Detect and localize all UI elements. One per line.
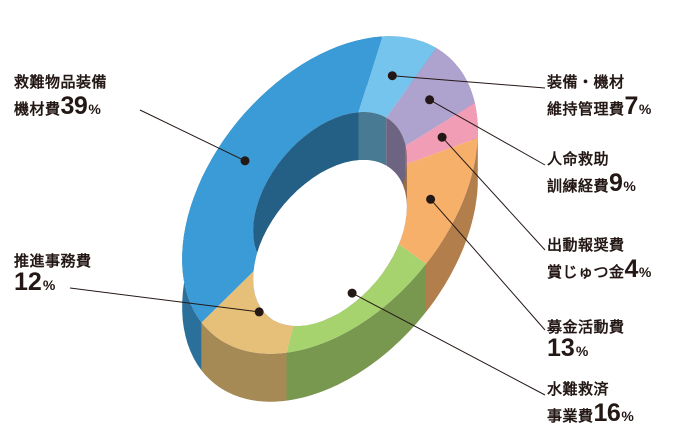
label-maintenance-unit: % — [638, 101, 652, 117]
label-training-pct: 9 — [609, 169, 623, 197]
leader-dot-5 — [347, 288, 357, 298]
label-water-rescue: 水難救済 事業費16% — [547, 380, 634, 428]
label-maintenance-line1: 装備・機材 — [547, 73, 625, 91]
slice-1 — [358, 36, 437, 118]
leader-line-4 — [430, 198, 546, 331]
label-admin-pct: 12 — [14, 268, 42, 296]
label-admin-unit: % — [42, 277, 56, 293]
leader-line-2 — [429, 99, 546, 166]
donut-hole — [253, 160, 407, 326]
inner-wall-0 — [253, 112, 359, 311]
inner-wall-2 — [386, 117, 406, 194]
label-water-rescue-unit: % — [621, 408, 634, 424]
label-fundraising-line1: 募金活動費 — [547, 318, 625, 336]
leader-line-1 — [392, 75, 546, 89]
label-reward-pct: 4 — [624, 255, 639, 283]
label-training-line2: 訓練経費 — [547, 177, 610, 195]
label-water-rescue-line1: 水難救済 — [547, 380, 610, 398]
label-maintenance-line2: 維持管理費 — [547, 100, 625, 118]
label-training-unit: % — [623, 178, 636, 194]
label-maintenance-pct: 7 — [624, 92, 639, 120]
label-rescue-equipment-line2: 機材費 — [14, 100, 61, 118]
label-rescue-equipment-pct: 39 — [60, 92, 88, 120]
leader-dot-4 — [426, 194, 436, 204]
leader-line-6 — [69, 287, 260, 313]
label-fundraising-unit: % — [575, 343, 589, 359]
outer-wall-5 — [286, 263, 426, 401]
label-reward: 出動報奨費 賞じゅつ金4% — [547, 236, 651, 284]
label-reward-line1: 出動報奨費 — [547, 236, 625, 254]
label-training-line1: 人命救助 — [547, 150, 610, 168]
label-rescue-equipment: 救難物品装備 機材費39% — [14, 73, 107, 121]
leader-dot-0 — [240, 156, 250, 166]
label-training: 人命救助 訓練経費9% — [547, 150, 636, 198]
outer-wall-6 — [201, 322, 287, 402]
slice-0 — [182, 36, 383, 323]
leader-dot-1 — [387, 71, 397, 81]
inner-wall-1 — [358, 112, 387, 166]
label-fundraising: 募金活動費 13% — [547, 318, 625, 361]
leader-line-0 — [139, 109, 246, 162]
label-water-rescue-pct: 16 — [593, 399, 621, 427]
label-admin-line1: 推進事務費 — [14, 252, 92, 270]
label-maintenance: 装備・機材 維持管理費7% — [547, 73, 651, 121]
leader-dot-6 — [254, 307, 264, 317]
label-fundraising-pct: 13 — [547, 334, 575, 362]
label-rescue-equipment-line1: 救難物品装備 — [14, 73, 108, 91]
leader-dot-3 — [437, 132, 447, 142]
leader-line-3 — [441, 136, 546, 251]
label-rescue-equipment-unit: % — [88, 101, 101, 117]
label-water-rescue-line2: 事業費 — [547, 407, 594, 425]
leader-line-5 — [351, 292, 546, 396]
label-reward-line2: 賞じゅつ金 — [547, 263, 625, 281]
label-reward-unit: % — [638, 264, 652, 280]
outer-wall-4 — [426, 138, 478, 312]
leader-dot-2 — [425, 95, 435, 105]
label-admin: 推進事務費 12% — [14, 252, 92, 295]
